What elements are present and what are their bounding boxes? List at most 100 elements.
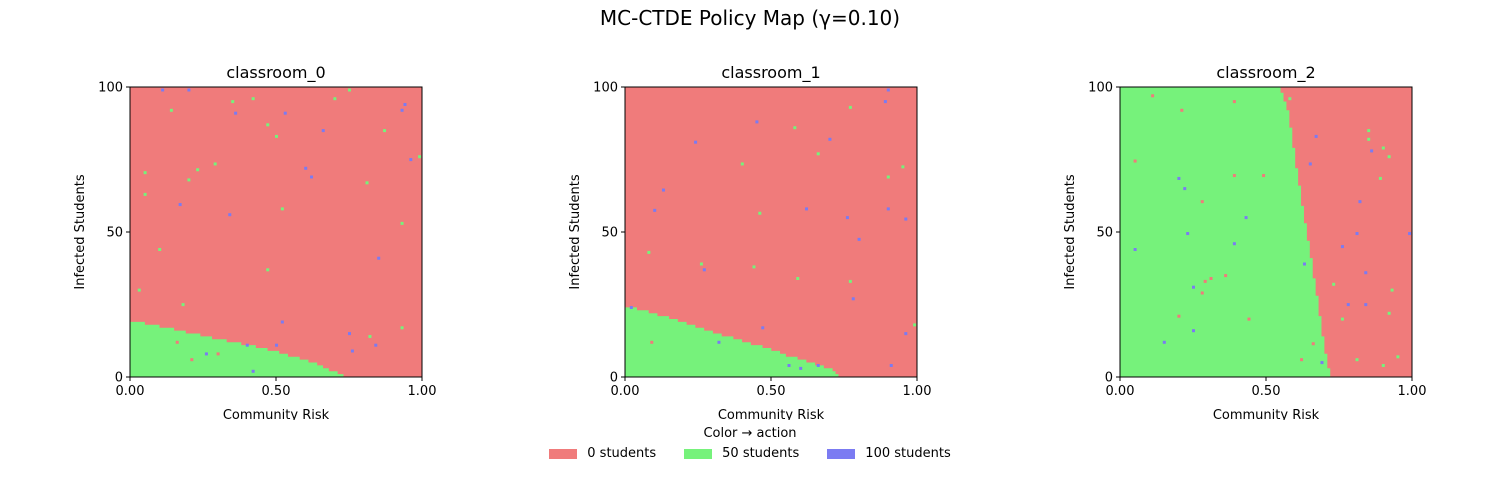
policy-cell [1180, 108, 1184, 112]
legend-label-0: 0 students [587, 446, 657, 461]
policy-cell [1364, 271, 1368, 275]
policy-cell [348, 88, 351, 92]
policy-cell [1364, 303, 1368, 307]
policy-cell [1224, 274, 1228, 278]
policy-cell [283, 111, 287, 115]
legend-item-50: 50 students [684, 446, 799, 461]
policy-cell [275, 343, 278, 347]
x-tick-label: 0.50 [757, 384, 786, 399]
policy-cell [883, 100, 887, 104]
policy-cell [1209, 277, 1213, 280]
policy-cell [1346, 303, 1350, 307]
policy-cell [629, 306, 633, 309]
policy-cell [1232, 100, 1236, 104]
policy-cell [647, 250, 651, 254]
policy-cell [1367, 129, 1371, 133]
policy-cell [1378, 176, 1382, 180]
policy-cell [1381, 146, 1385, 150]
policy-cell [913, 323, 917, 327]
policy-cell [403, 103, 407, 106]
policy-cell [1308, 162, 1312, 166]
policy-cell [1247, 317, 1251, 321]
x-axis-label: Community Risk [1213, 408, 1320, 420]
x-axis-label: Community Risk [718, 408, 825, 420]
y-tick-label: 50 [106, 226, 123, 241]
policy-cell [400, 221, 404, 225]
policy-cell [310, 175, 314, 179]
policy-cell [886, 207, 890, 211]
policy-cell [787, 364, 791, 367]
policy-cell [275, 134, 278, 138]
panel-title: classroom_0 [226, 63, 325, 83]
policy-cell [1311, 342, 1315, 346]
policy-cell [740, 162, 744, 166]
legend-swatch-100 [827, 448, 856, 459]
policy-cell [1332, 282, 1336, 286]
policy-cell [1370, 149, 1374, 153]
policy-cell [365, 181, 369, 185]
policy-cell [904, 217, 908, 221]
figure-title: MC-CTDE Policy Map (γ=0.10) [599, 6, 901, 30]
policy-cell [1358, 200, 1362, 204]
policy-cell [374, 343, 378, 347]
policy-cell [1343, 300, 1347, 304]
policy-region-50-students [625, 307, 839, 377]
policy-cell [1232, 242, 1236, 246]
policy-cell [321, 129, 325, 133]
policy-cell [889, 364, 893, 367]
policy-cell [368, 335, 372, 338]
policy-cell [304, 166, 308, 170]
policy-cell [661, 188, 665, 192]
policy-cell [1192, 329, 1195, 333]
policy-cell [848, 279, 852, 283]
y-tick-label: 0 [1105, 371, 1113, 386]
policy-cell [1183, 187, 1187, 191]
policy-cell [1200, 291, 1204, 295]
policy-cell [702, 268, 706, 272]
policy-cell [1340, 317, 1344, 321]
policy-cell [245, 343, 249, 347]
policy-cell [1177, 176, 1181, 180]
x-tick-label: 1.00 [408, 384, 437, 399]
policy-cell [181, 303, 185, 307]
x-tick-label: 0.00 [611, 384, 640, 399]
legend-item-0: 0 students [549, 446, 656, 461]
y-tick-label: 0 [115, 371, 123, 386]
policy-cell [143, 192, 147, 196]
policy-cell [1300, 358, 1304, 362]
policy-cell [280, 207, 284, 211]
x-tick-label: 0.50 [262, 384, 291, 399]
policy-cell [196, 168, 200, 172]
policy-cell [213, 162, 217, 166]
policy-cell [1367, 137, 1371, 141]
policy-cell [1151, 94, 1155, 98]
policy-region-50-students [130, 321, 344, 377]
policy-cell [752, 265, 756, 269]
policy-cell [333, 97, 337, 101]
legend-swatch-0 [549, 448, 578, 459]
panel-title: classroom_2 [1216, 63, 1315, 83]
policy-cell [204, 352, 208, 356]
panel-1: 0.00 0.50 1.00 0 50 100 classroom_1 Community R… [568, 63, 931, 420]
legend-title: Color → action [703, 426, 797, 441]
policy-cell [761, 326, 765, 330]
policy-cell [350, 349, 354, 353]
policy-cell [1133, 159, 1137, 163]
panel-title: classroom_1 [721, 63, 820, 83]
policy-cell [1133, 248, 1137, 251]
policy-cell [1203, 279, 1207, 283]
x-tick-label: 0.00 [116, 384, 145, 399]
policy-cell [251, 97, 255, 101]
y-axis-label: Infected Students [73, 174, 88, 289]
legend-label-50: 50 students [722, 446, 800, 461]
policy-cell [228, 213, 232, 217]
policy-cell [796, 277, 800, 280]
policy-cell [251, 369, 255, 373]
policy-cell [231, 100, 235, 104]
policy-cell [187, 178, 191, 182]
policy-cell [886, 175, 890, 179]
policy-cell [1390, 288, 1394, 292]
policy-cell [400, 326, 404, 330]
legend: Color → action 0 students 50 students 10… [0, 426, 1500, 463]
